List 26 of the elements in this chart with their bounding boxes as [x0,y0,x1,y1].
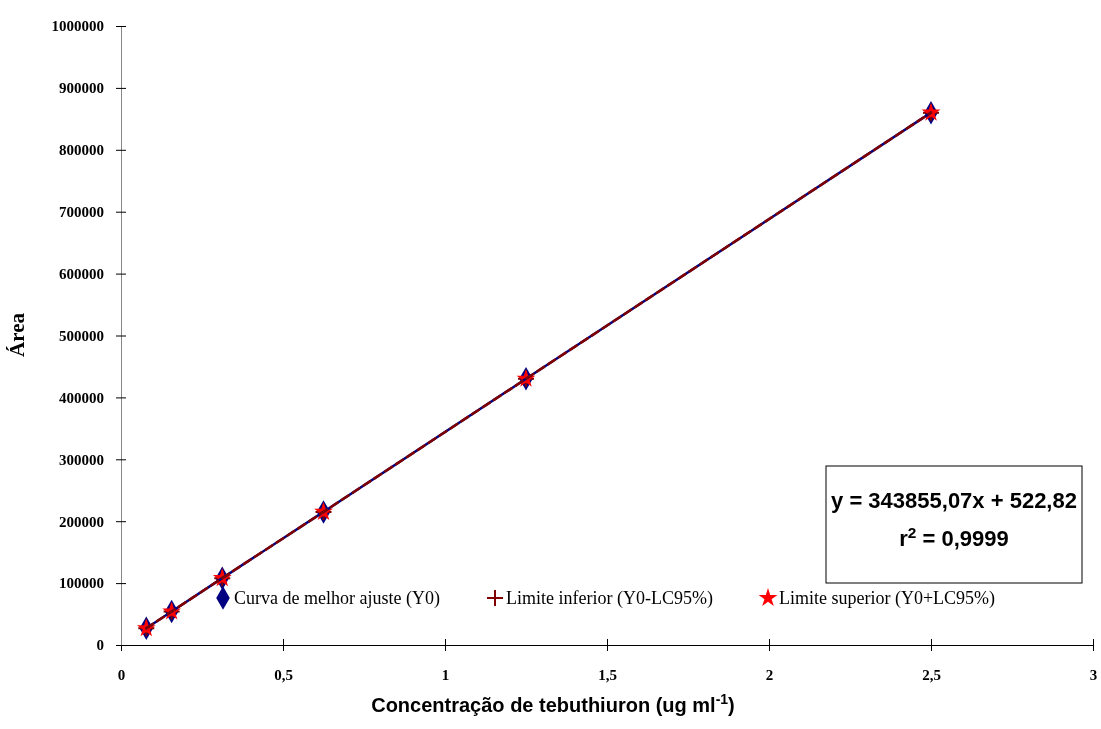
y-tick-label: 400000 [59,389,104,406]
x-tick-label: 2,5 [922,666,941,683]
x-axis-title: Concentração de tebuthiuron (ug ml$^{-1}$) [371,691,735,716]
y-axis-title: Área [5,312,29,357]
legend-label: Limite inferior (Y0-LC95%) [506,588,713,609]
y-tick-label: 1000000 [51,18,104,35]
y-tick-label: 0 [96,637,104,654]
x-tick-label: 2 [765,666,774,683]
annotation: y = 343855,07x + 522,82 [831,488,1077,513]
annotation: r$^{2}$ = 0,9999 [899,523,1009,551]
legend-label: Curva de melhor ajuste (Y0) [234,588,440,609]
x-tick-label: 1,5 [598,666,617,683]
x-tick-label: 1 [441,666,450,683]
y-tick-label: 300000 [59,451,104,468]
y-tick-label: 700000 [59,204,104,220]
y-tick-label: 200000 [59,513,104,530]
y-tick-label: 500000 [59,327,104,344]
x-tick-label: 0 [117,666,126,683]
y-tick-label: 900000 [59,80,104,97]
equation-box: y = 343855,07x + 522,82 r$^{2}$ = 0,9999 [825,465,1083,584]
y-tick-label: 600000 [59,265,104,282]
x-tick-label: 0,5 [274,666,293,683]
y-tick-label: 100000 [59,575,104,592]
legend-label: Limite superior (Y0+LC95%) [779,588,996,609]
x-tick-label: 3 [1089,666,1098,683]
y-tick-label: 800000 [59,142,104,159]
